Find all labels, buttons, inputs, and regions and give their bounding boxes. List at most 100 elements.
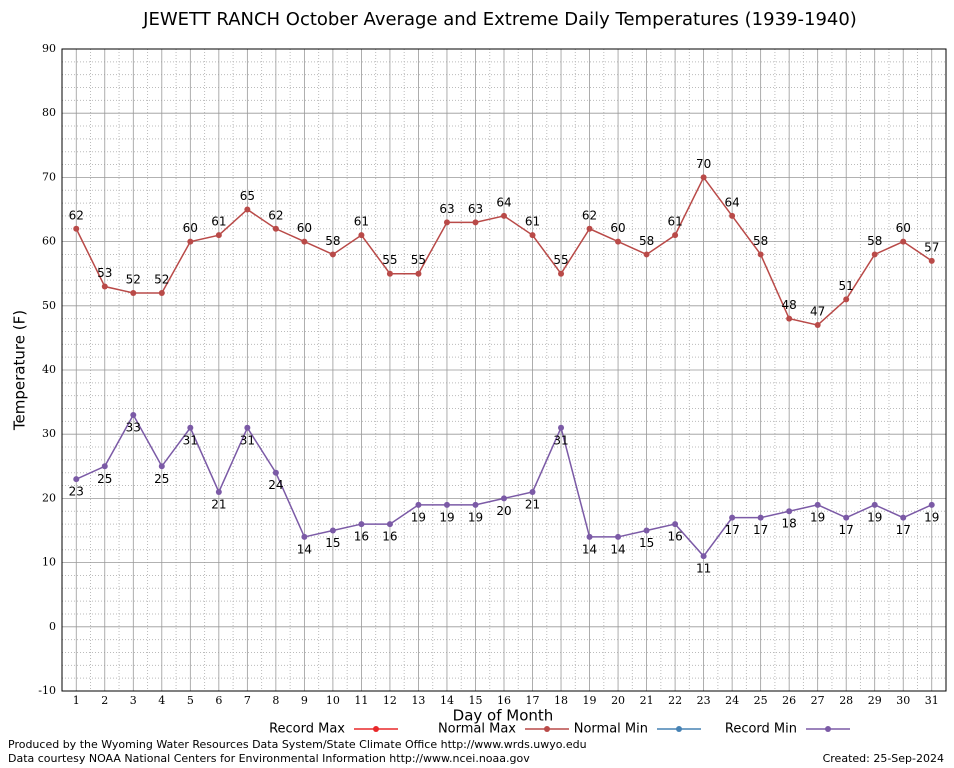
y-tick-label: 90 (42, 42, 56, 55)
data-point (443, 219, 450, 226)
x-tick-label: 13 (411, 694, 425, 707)
data-point (843, 514, 850, 521)
chart-title: JEWETT RANCH October Average and Extreme… (142, 9, 857, 30)
data-label: 17 (839, 523, 854, 537)
data-label: 62 (268, 208, 283, 222)
data-point (130, 289, 137, 296)
data-label: 48 (782, 298, 797, 312)
data-label: 31 (240, 433, 255, 447)
data-label: 24 (268, 478, 283, 492)
x-tick-label: 31 (925, 694, 939, 707)
data-point (472, 219, 479, 226)
x-tick-label: 7 (244, 694, 251, 707)
footer: Data courtesy NOAA National Centers for … (8, 752, 530, 765)
data-point (757, 251, 764, 258)
data-label: 23 (69, 485, 84, 499)
data-label: 16 (667, 530, 682, 544)
data-label: 15 (325, 536, 340, 550)
data-label: 14 (610, 542, 625, 556)
data-point (73, 225, 80, 232)
y-tick-label: -10 (38, 684, 56, 697)
data-point (814, 501, 821, 508)
data-label: 15 (639, 536, 654, 550)
data-label: 33 (126, 420, 141, 434)
data-point (415, 270, 422, 277)
data-point (558, 424, 565, 431)
data-point (358, 232, 365, 239)
x-tick-label: 3 (130, 694, 137, 707)
x-tick-label: 21 (640, 694, 654, 707)
data-point (900, 514, 907, 521)
data-point (130, 411, 137, 418)
data-label: 65 (240, 189, 255, 203)
x-tick-label: 14 (440, 694, 454, 707)
data-point (472, 501, 479, 508)
x-axis-label: Day of Month (453, 707, 554, 725)
data-point (900, 238, 907, 245)
data-point (301, 238, 308, 245)
data-label: 17 (896, 523, 911, 537)
x-tick-label: 24 (725, 694, 739, 707)
data-point (415, 501, 422, 508)
data-point (643, 251, 650, 258)
data-label: 25 (97, 472, 112, 486)
data-label: 19 (867, 510, 882, 524)
data-label: 57 (924, 240, 939, 254)
data-label: 14 (582, 542, 597, 556)
data-label: 55 (382, 253, 397, 267)
data-label: 52 (126, 272, 141, 286)
data-label: 11 (696, 562, 711, 576)
data-point (329, 527, 336, 534)
data-point (73, 476, 80, 483)
y-tick-label: 70 (42, 170, 56, 183)
y-tick-label: 40 (42, 363, 56, 376)
data-label: 19 (810, 510, 825, 524)
data-label: 60 (183, 221, 198, 235)
data-label: 61 (667, 215, 682, 229)
x-tick-label: 28 (839, 694, 853, 707)
data-label: 58 (639, 234, 654, 248)
footer: Produced by the Wyoming Water Resources … (8, 738, 587, 751)
data-point (443, 501, 450, 508)
legend-label: Normal Min (574, 722, 648, 737)
data-label: 19 (439, 510, 454, 524)
data-label: 62 (582, 208, 597, 222)
legend-label: Normal Max (438, 722, 516, 737)
x-tick-label: 6 (215, 694, 222, 707)
data-point (386, 521, 393, 528)
data-point (672, 521, 679, 528)
data-label: 64 (496, 195, 511, 209)
data-label: 52 (154, 272, 169, 286)
data-label: 64 (724, 195, 739, 209)
x-tick-label: 8 (272, 694, 279, 707)
data-label: 60 (297, 221, 312, 235)
data-point (871, 251, 878, 258)
data-point (729, 514, 736, 521)
y-tick-label: 50 (42, 299, 56, 312)
data-label: 51 (839, 279, 854, 293)
data-label: 19 (411, 510, 426, 524)
data-point (529, 232, 536, 239)
data-label: 61 (211, 215, 226, 229)
x-tick-label: 22 (668, 694, 682, 707)
x-tick-label: 27 (811, 694, 825, 707)
data-point (700, 553, 707, 560)
data-label: 16 (354, 530, 369, 544)
data-label: 18 (782, 517, 797, 531)
data-label: 60 (896, 221, 911, 235)
x-tick-label: 17 (526, 694, 540, 707)
data-label: 47 (810, 305, 825, 319)
data-label: 61 (354, 215, 369, 229)
data-point (215, 232, 222, 239)
data-label: 21 (211, 497, 226, 511)
data-label: 31 (183, 433, 198, 447)
data-point (558, 270, 565, 277)
x-tick-label: 30 (896, 694, 910, 707)
data-point (386, 270, 393, 277)
x-tick-label: 11 (354, 694, 368, 707)
data-point (158, 463, 165, 470)
data-point (244, 424, 251, 431)
legend-marker (544, 726, 550, 732)
data-label: 14 (297, 542, 312, 556)
